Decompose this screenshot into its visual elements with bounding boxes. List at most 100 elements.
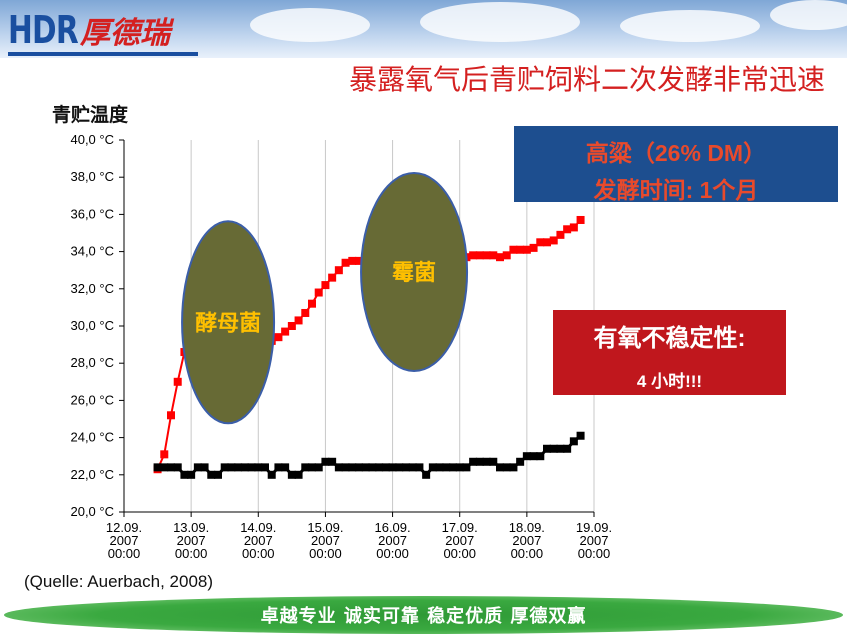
y-tick-label: 32,0 °C <box>70 281 114 296</box>
header-banner <box>0 0 847 58</box>
data-point <box>543 444 551 453</box>
data-point <box>496 253 504 262</box>
x-tick-label: 13.09. <box>173 520 209 535</box>
slide-title: 暴露氧气后青贮饲料二次发酵非常迅速 <box>348 63 825 96</box>
data-point <box>509 463 518 472</box>
data-point <box>200 463 209 472</box>
data-point <box>482 457 491 466</box>
data-point <box>489 457 498 466</box>
data-point <box>469 251 478 260</box>
data-point <box>455 463 464 472</box>
x-tick-label: 00:00 <box>175 546 208 561</box>
data-point <box>569 223 578 232</box>
data-point <box>240 463 249 472</box>
data-point <box>563 444 572 453</box>
data-point <box>301 463 310 472</box>
x-tick-label: 16.09. <box>374 520 410 535</box>
data-point <box>348 256 357 265</box>
data-point <box>167 411 175 420</box>
data-point <box>522 245 531 254</box>
data-point <box>442 463 451 472</box>
data-point <box>207 470 216 479</box>
y-tick-label: 40,0 °C <box>70 132 114 147</box>
data-point <box>234 463 243 472</box>
data-point <box>475 457 484 466</box>
data-point <box>449 463 457 472</box>
x-tick-label: 15.09. <box>307 520 343 535</box>
data-point <box>375 463 384 472</box>
data-point <box>529 243 538 252</box>
annotation-ellipse <box>360 172 469 373</box>
data-point <box>569 437 578 446</box>
y-tick-label: 26,0 °C <box>70 392 114 407</box>
data-point <box>475 251 484 260</box>
y-tick-label: 20,0 °C <box>70 504 114 519</box>
data-point <box>576 431 585 440</box>
data-point <box>435 463 444 472</box>
data-point <box>536 238 545 247</box>
data-point <box>341 258 350 267</box>
data-point <box>422 470 431 479</box>
data-point <box>402 463 410 472</box>
x-tick-label: 00:00 <box>242 546 275 561</box>
footer-banner <box>4 596 843 634</box>
y-tick-label: 36,0 °C <box>70 206 114 221</box>
annotation-ellipse <box>181 220 276 425</box>
data-point <box>502 251 511 260</box>
x-tick-label: 2007 <box>177 533 206 548</box>
data-point <box>180 470 189 479</box>
x-tick-label: 2007 <box>512 533 541 548</box>
source-citation: (Quelle: Auerbach, 2008) <box>24 572 214 591</box>
x-tick-label: 2007 <box>580 533 609 548</box>
cloud-decoration <box>770 0 847 30</box>
x-tick-label: 19.09. <box>576 520 612 535</box>
data-point <box>193 463 202 472</box>
x-tick-label: 18.09. <box>509 520 545 535</box>
data-point <box>556 444 565 453</box>
data-point <box>267 470 276 479</box>
data-point <box>415 463 424 472</box>
x-tick-label: 14.09. <box>240 520 276 535</box>
data-point <box>502 463 511 472</box>
x-tick-label: 2007 <box>378 533 407 548</box>
data-point <box>173 463 182 472</box>
data-point <box>529 452 538 461</box>
data-point <box>556 230 565 239</box>
logo-underline <box>8 52 198 56</box>
data-point <box>308 299 316 308</box>
y-tick-label: 24,0 °C <box>70 430 114 445</box>
data-point <box>220 463 229 472</box>
data-point <box>355 463 363 472</box>
y-axis-label: 青贮温度 <box>52 104 129 126</box>
data-point <box>287 322 296 330</box>
data-point <box>482 251 491 260</box>
data-point <box>287 470 296 479</box>
data-point <box>355 256 363 265</box>
data-point <box>294 316 303 325</box>
x-tick-label: 00:00 <box>376 546 409 561</box>
x-tick-label: 2007 <box>445 533 474 548</box>
data-point <box>247 463 256 472</box>
annotation-label: 酵母菌 <box>195 310 261 336</box>
data-point <box>341 463 350 472</box>
data-point <box>274 463 283 472</box>
data-point <box>294 470 303 479</box>
data-point <box>334 266 343 275</box>
data-point <box>301 308 310 317</box>
data-point <box>214 470 222 479</box>
data-point <box>536 452 545 461</box>
annotation-label: 霉菌 <box>392 261 436 286</box>
aerobic-instability-title: 有氧不稳定性: <box>593 325 746 352</box>
data-point <box>509 245 518 254</box>
data-point <box>408 463 417 472</box>
y-tick-label: 38,0 °C <box>70 169 114 184</box>
aerobic-instability-value: 4 小时!!! <box>636 372 703 391</box>
cloud-decoration <box>250 8 370 42</box>
data-point <box>160 463 169 472</box>
data-point <box>173 377 182 386</box>
data-point <box>469 457 478 466</box>
footer-slogan: 卓越专业 诚实可靠 稳定优质 厚德双赢 <box>260 606 587 627</box>
data-point <box>308 463 316 472</box>
y-tick-label: 28,0 °C <box>70 355 114 370</box>
data-point <box>368 463 377 472</box>
